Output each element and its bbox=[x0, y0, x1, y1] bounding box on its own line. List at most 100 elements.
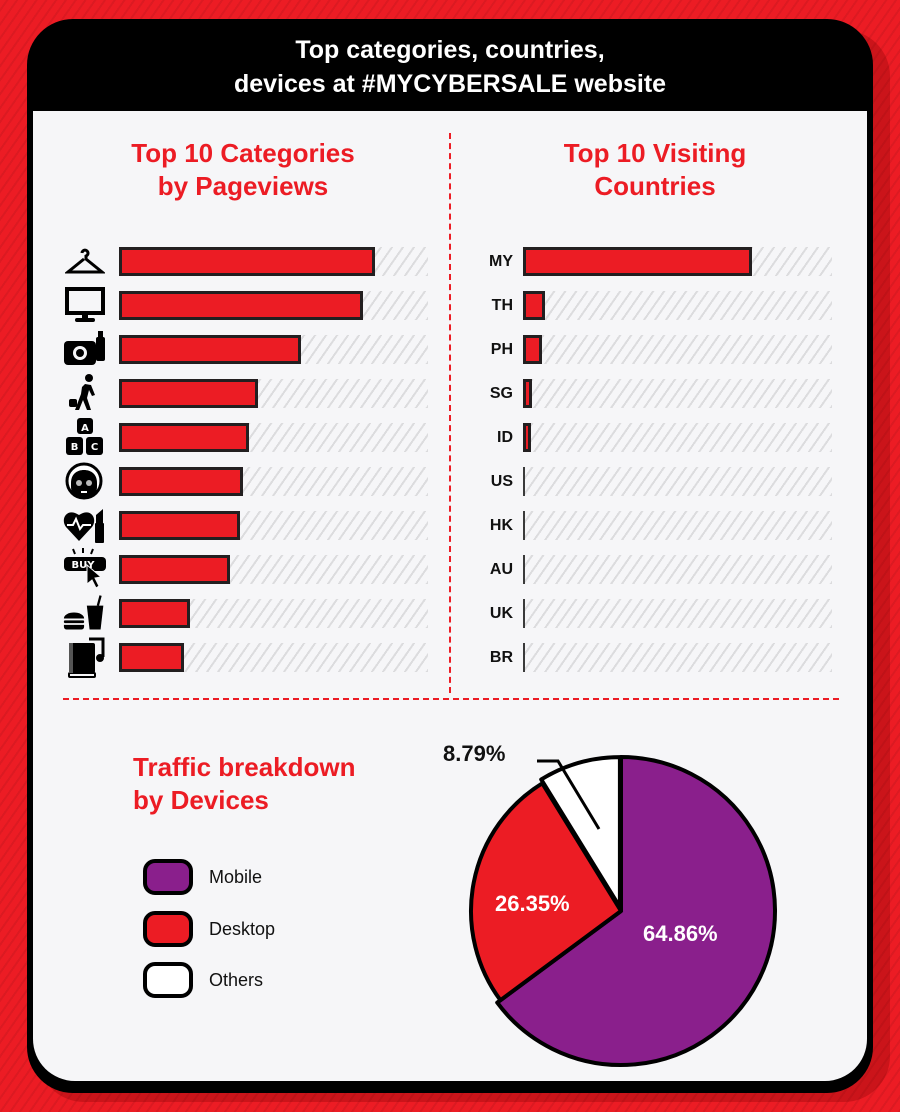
svg-text:B: B bbox=[71, 442, 79, 453]
legend-label-mobile: Mobile bbox=[209, 866, 263, 887]
category-bar bbox=[119, 423, 249, 452]
country-bar bbox=[523, 555, 525, 584]
devices-title-line-1: Traffic breakdown bbox=[133, 752, 356, 782]
country-bar-row bbox=[523, 379, 832, 408]
heart-lipstick-icon bbox=[63, 503, 107, 547]
legend-item-others: Others bbox=[143, 962, 263, 998]
title-line-2: devices at #MYCYBERSALE website bbox=[233, 70, 667, 98]
category-bar bbox=[119, 555, 230, 584]
country-bar-row bbox=[523, 511, 832, 540]
category-bar-row bbox=[119, 467, 428, 496]
country-bar-row bbox=[523, 467, 832, 496]
legend-label-others: Others bbox=[209, 969, 264, 990]
country-bar bbox=[523, 423, 531, 452]
country-bar bbox=[523, 599, 525, 628]
bar-track bbox=[523, 335, 832, 364]
camera-icon bbox=[63, 327, 107, 371]
country-label: HK bbox=[489, 517, 513, 534]
category-bar-row bbox=[119, 335, 428, 364]
category-bar bbox=[119, 335, 301, 364]
bar-track bbox=[523, 379, 832, 408]
pie-label-others: 8.79% bbox=[443, 741, 506, 766]
country-bar bbox=[523, 335, 542, 364]
category-bar-row bbox=[119, 247, 428, 276]
category-bar bbox=[119, 643, 184, 672]
leader-line bbox=[537, 759, 601, 830]
traveler-icon bbox=[63, 371, 107, 415]
category-bar bbox=[119, 467, 243, 496]
category-bar bbox=[119, 291, 363, 320]
country-label: UK bbox=[489, 605, 513, 622]
country-bar-row bbox=[523, 423, 832, 452]
countries-title-line-2: Countries bbox=[594, 171, 716, 201]
legend-item-mobile: Mobile bbox=[143, 859, 262, 895]
legend-item-desktop: Desktop bbox=[143, 911, 275, 947]
categories-title-line-2: by Pageviews bbox=[157, 171, 329, 201]
country-label: BR bbox=[489, 649, 513, 666]
legend-swatch-desktop bbox=[143, 911, 193, 947]
infographic-card: Top categories, countries, devices at #M… bbox=[27, 19, 873, 1093]
category-bar bbox=[119, 379, 258, 408]
country-label: MY bbox=[489, 253, 513, 270]
category-bar bbox=[119, 511, 240, 540]
country-bar bbox=[523, 291, 545, 320]
title-line-1: Top categories, countries, bbox=[295, 36, 605, 64]
category-bar-row bbox=[119, 379, 428, 408]
bar-track bbox=[523, 467, 832, 496]
bar-track bbox=[523, 423, 832, 452]
category-bar-row bbox=[119, 643, 428, 672]
categories-title-line-1: Top 10 Categories bbox=[131, 138, 355, 168]
country-bar bbox=[523, 247, 752, 276]
country-bar-row bbox=[523, 599, 832, 628]
country-bar bbox=[523, 643, 525, 672]
svg-text:A: A bbox=[81, 423, 89, 434]
devices-title: Traffic breakdown by Devices bbox=[133, 751, 433, 817]
countries-title: Top 10 Visiting Countries bbox=[485, 137, 825, 203]
category-bar-row bbox=[119, 599, 428, 628]
categories-title: Top 10 Categories by Pageviews bbox=[73, 137, 413, 203]
bar-track bbox=[523, 291, 832, 320]
country-label: US bbox=[490, 473, 513, 490]
category-bar-row bbox=[119, 511, 428, 540]
country-label: TH bbox=[491, 297, 513, 314]
country-label: AU bbox=[489, 561, 513, 578]
pie-label-mobile: 64.86% bbox=[643, 921, 718, 946]
country-bar-row bbox=[523, 291, 832, 320]
country-label: SG bbox=[489, 385, 513, 402]
country-bar bbox=[523, 379, 532, 408]
burger-drink-icon bbox=[63, 591, 107, 635]
pie-label-desktop: 26.35% bbox=[495, 891, 570, 916]
category-bar bbox=[119, 599, 190, 628]
monitor-icon bbox=[63, 283, 107, 327]
country-bar-row bbox=[523, 643, 832, 672]
country-bar bbox=[523, 511, 525, 540]
country-bar-row bbox=[523, 335, 832, 364]
vertical-divider bbox=[449, 133, 451, 693]
country-bar bbox=[523, 467, 525, 496]
legend-label-desktop: Desktop bbox=[209, 918, 276, 939]
bar-track bbox=[523, 511, 832, 540]
pie-slice-others bbox=[539, 755, 622, 910]
devices-title-line-2: by Devices bbox=[133, 785, 269, 815]
horizontal-divider bbox=[63, 698, 839, 700]
book-music-icon bbox=[63, 635, 107, 679]
bar-track bbox=[523, 599, 832, 628]
header: Top categories, countries, devices at #M… bbox=[27, 19, 873, 111]
category-bar bbox=[119, 247, 375, 276]
svg-text:C: C bbox=[91, 442, 98, 453]
country-label: PH bbox=[490, 341, 513, 358]
face-mask-icon bbox=[63, 459, 107, 503]
buy-click-icon: BUY bbox=[63, 547, 107, 591]
bar-track bbox=[523, 643, 832, 672]
legend-swatch-others bbox=[143, 962, 193, 998]
legend-swatch-mobile bbox=[143, 859, 193, 895]
country-label: ID bbox=[497, 429, 513, 446]
hanger-icon bbox=[63, 239, 107, 283]
country-bar-row bbox=[523, 555, 832, 584]
svg-text:BUY: BUY bbox=[72, 560, 96, 571]
category-bar-row bbox=[119, 291, 428, 320]
category-bar-row bbox=[119, 555, 428, 584]
countries-title-line-1: Top 10 Visiting bbox=[563, 138, 747, 168]
bar-track bbox=[523, 555, 832, 584]
